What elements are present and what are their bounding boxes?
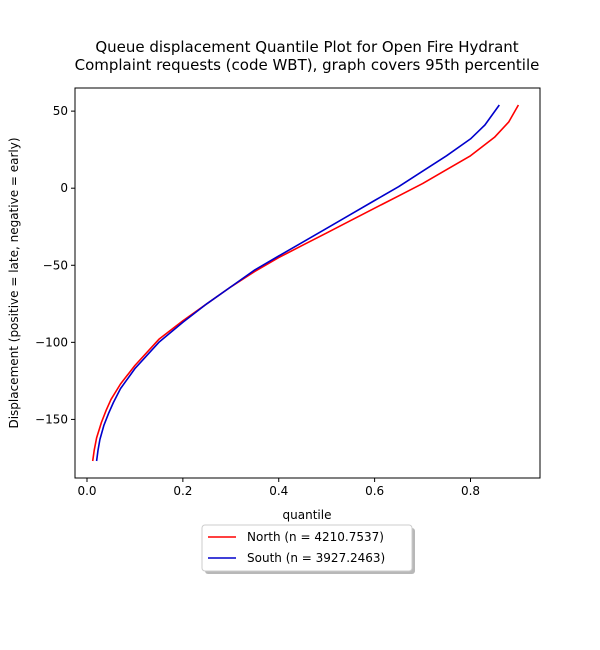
y-tick-label: −50 (43, 258, 68, 272)
y-tick-label: 0 (60, 181, 68, 195)
x-tick-label: 0.4 (269, 484, 288, 498)
x-axis: 0.0 0.2 0.4 0.6 0.8 (77, 478, 480, 498)
legend-label-0: North (n = 4210.7537) (247, 530, 384, 544)
legend-label-1: South (n = 3927.2463) (247, 551, 385, 565)
plot-frame (74, 87, 541, 479)
chart-title-line-2: Complaint requests (code WBT), graph cov… (75, 56, 540, 74)
y-tick-label: −100 (35, 335, 68, 349)
series-line-0 (91, 104, 520, 462)
series-line-1 (95, 104, 500, 462)
y-tick-label: 50 (53, 104, 68, 118)
x-tick-label: 0.0 (77, 484, 96, 498)
x-tick-label: 0.8 (461, 484, 480, 498)
x-tick-label: 0.6 (365, 484, 384, 498)
legend: North (n = 4210.7537) South (n = 3927.246… (201, 524, 415, 574)
series-layer (91, 104, 520, 462)
legend-entries: North (n = 4210.7537) South (n = 3927.246… (208, 530, 385, 565)
y-axis: 50 0 −50 −100 −150 (35, 104, 75, 426)
x-axis-label: quantile (283, 508, 332, 522)
y-tick-label: −150 (35, 412, 68, 426)
y-axis-label: Displacement (positive = late, negative … (7, 137, 21, 428)
x-tick-label: 0.2 (173, 484, 192, 498)
chart-title-line-1: Queue displacement Quantile Plot for Ope… (95, 38, 518, 56)
legend-box (201, 524, 413, 572)
